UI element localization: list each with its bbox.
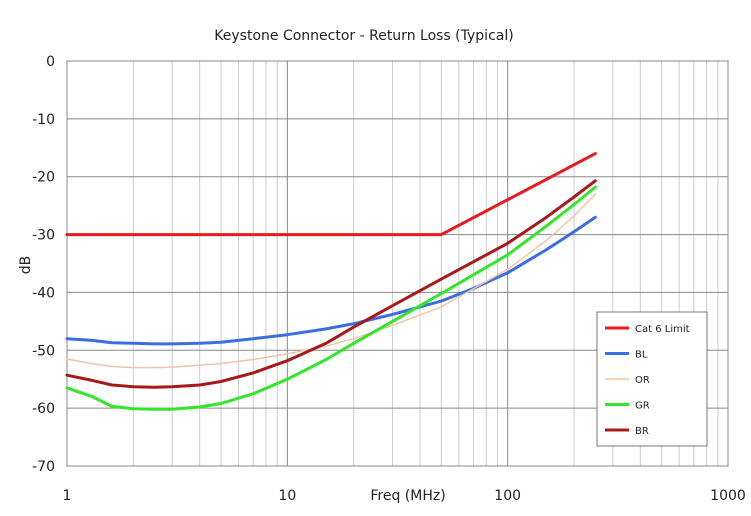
grid-layer xyxy=(66,60,729,467)
legend-label: OR xyxy=(635,375,650,386)
legend-label: Cat 6 Limit xyxy=(635,324,690,335)
series-line xyxy=(66,193,597,369)
x-tick-label: 1 xyxy=(63,488,72,504)
y-axis-label: dB xyxy=(18,256,34,275)
legend-label: BL xyxy=(635,350,648,361)
legend-label: GR xyxy=(635,401,650,412)
y-tick-label: -20 xyxy=(32,170,55,186)
y-tick-label: -10 xyxy=(32,112,55,128)
y-tick-label: -40 xyxy=(32,285,55,301)
series-line xyxy=(65,179,597,389)
legend: Cat 6 Limit BL OR GR BR xyxy=(596,311,708,447)
y-tick-label: -70 xyxy=(32,459,55,475)
chart-title: Keystone Connector - Return Loss (Typica… xyxy=(214,28,513,44)
y-tick-label: -60 xyxy=(32,401,55,417)
y-tick-label: 0 xyxy=(46,54,55,70)
y-tick-label: -50 xyxy=(32,343,55,359)
x-tick-label: 100 xyxy=(494,488,521,504)
x-tick-label: 10 xyxy=(278,488,296,504)
series-layer xyxy=(65,152,597,411)
series-line xyxy=(65,152,597,237)
x-tick-label: 1000 xyxy=(710,488,746,504)
series-line xyxy=(65,185,597,411)
legend-label: BR xyxy=(635,426,649,437)
series-line xyxy=(65,215,597,346)
tick-layer: 1 10 100 1000 0 -10 -20 -30 -40 -50 -60 -70 xyxy=(32,54,746,504)
x-axis-label: Freq (MHz) xyxy=(370,488,445,504)
y-tick-label: -30 xyxy=(32,228,55,244)
